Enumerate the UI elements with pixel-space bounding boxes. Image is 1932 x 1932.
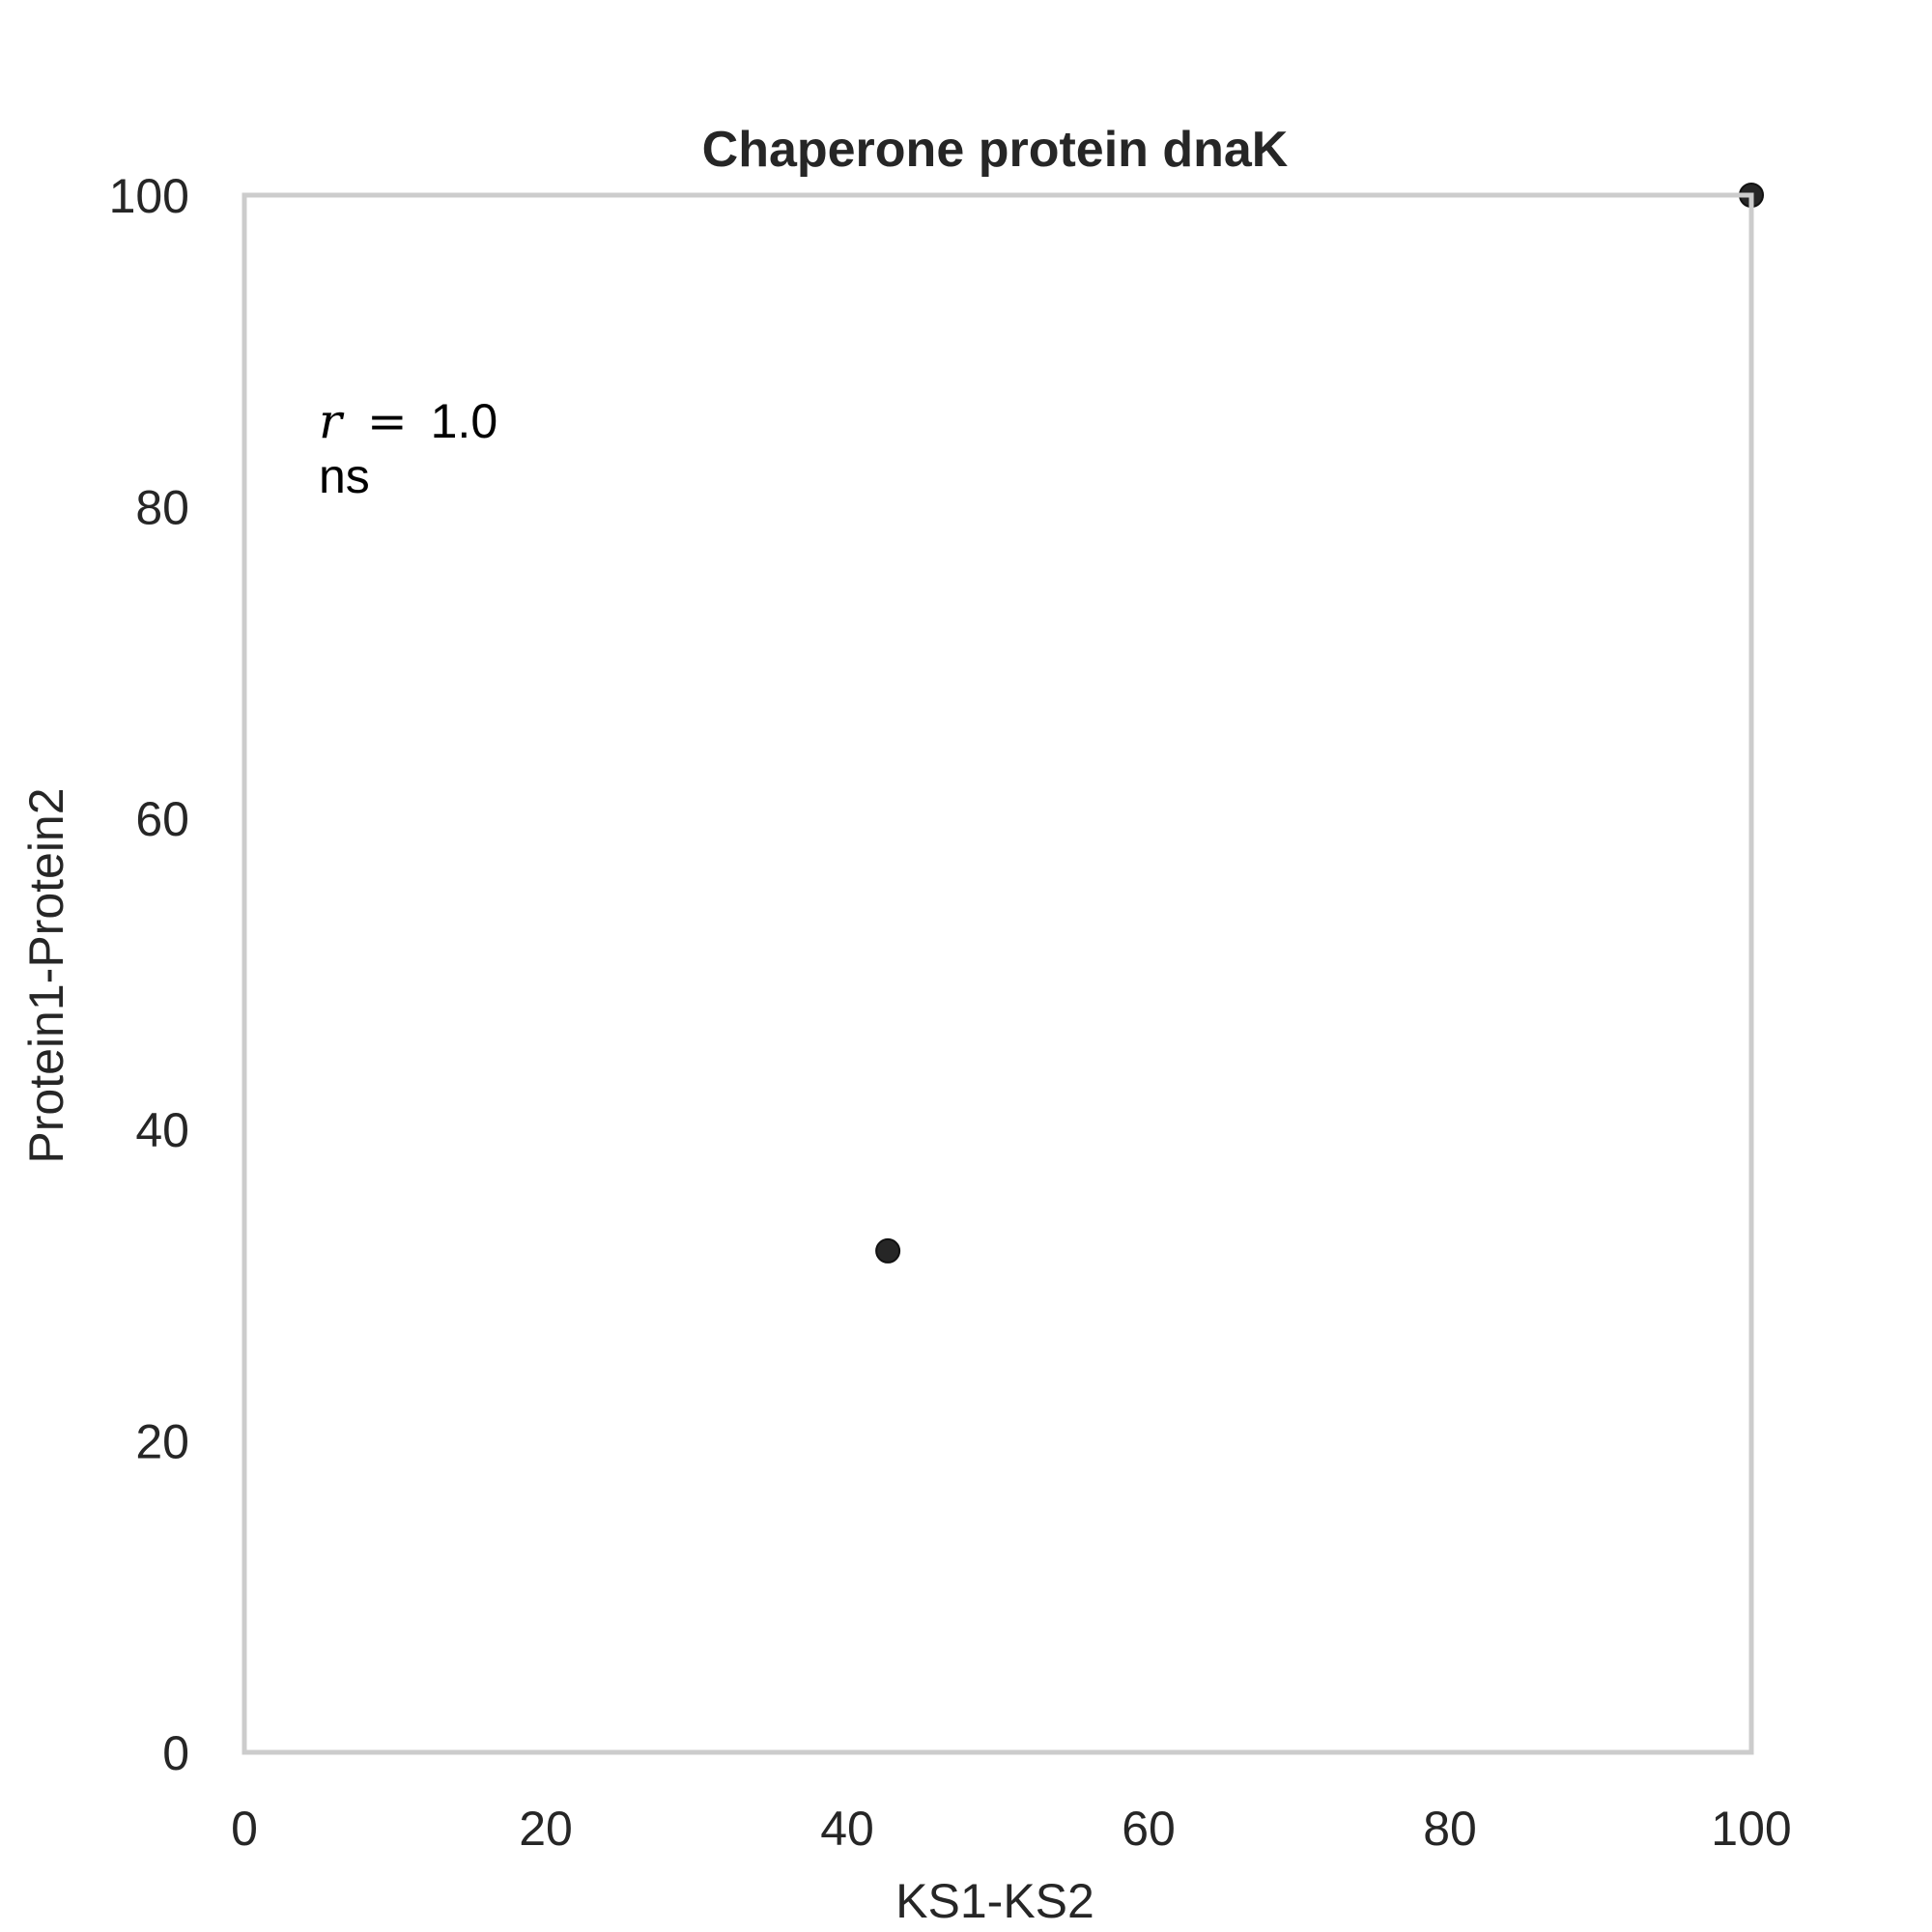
y-tick-label: 60 xyxy=(135,792,189,846)
x-tick-label: 0 xyxy=(231,1802,258,1856)
r-equals: = xyxy=(367,393,408,449)
x-tick-label: 60 xyxy=(1122,1802,1176,1856)
correlation-annotation: r = 1.0 ns xyxy=(319,393,497,503)
x-tick-label: 80 xyxy=(1423,1802,1477,1856)
plot-area xyxy=(876,184,1763,1263)
y-tick-label: 20 xyxy=(135,1415,189,1469)
x-axis-label: KS1-KS2 xyxy=(895,1874,1094,1928)
x-tick-label: 40 xyxy=(820,1802,874,1856)
x-axis-ticks: 0 20 40 60 80 100 xyxy=(231,1802,1792,1856)
y-tick-label: 100 xyxy=(109,169,189,223)
significance-label: ns xyxy=(319,449,370,503)
scatter-point-1 xyxy=(876,1239,899,1263)
x-tick-label: 100 xyxy=(1711,1802,1791,1856)
y-tick-label: 80 xyxy=(135,480,189,534)
y-tick-label: 0 xyxy=(162,1726,189,1780)
y-tick-label: 40 xyxy=(135,1103,189,1157)
chart-title: Chaperone protein dnaK xyxy=(702,122,1289,178)
y-axis-label: Protein1-Protein2 xyxy=(19,787,73,1163)
r-symbol: r xyxy=(319,393,345,449)
y-axis-ticks: 0 20 40 60 80 100 xyxy=(109,169,189,1780)
svg-text:r = 1.0: r = 1.0 xyxy=(319,393,497,449)
x-tick-label: 20 xyxy=(519,1802,573,1856)
r-value: 1.0 xyxy=(431,394,498,448)
